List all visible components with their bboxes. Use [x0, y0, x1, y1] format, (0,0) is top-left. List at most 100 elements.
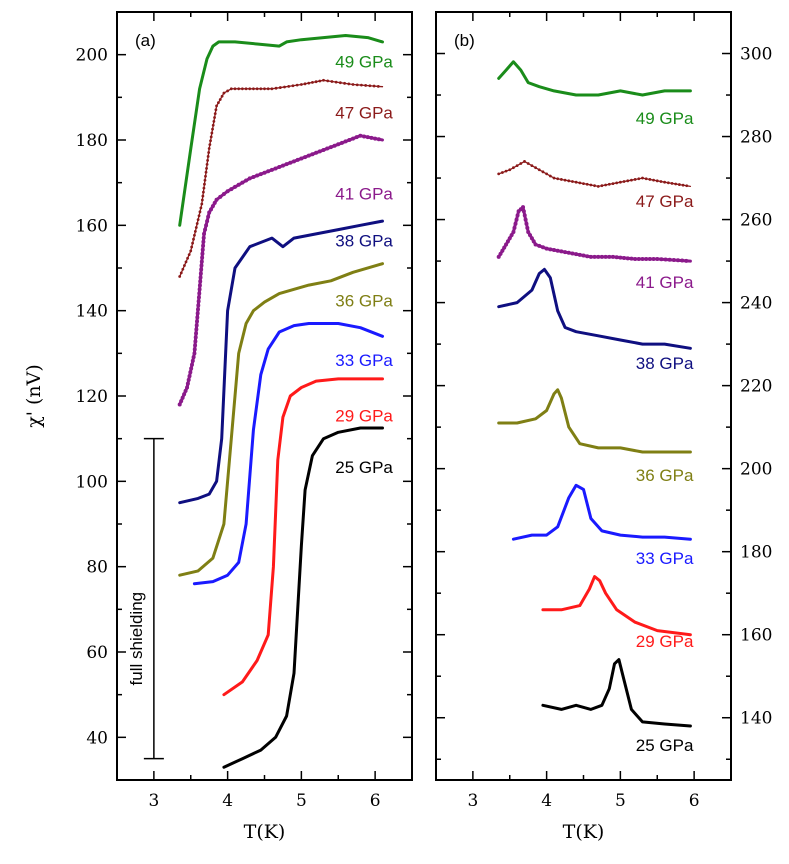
series-point [318, 79, 322, 83]
series-point [681, 183, 685, 187]
series-point [659, 257, 664, 262]
series-point [548, 174, 552, 178]
series-point [299, 83, 303, 86]
series-point [183, 388, 188, 393]
series-point [188, 370, 193, 375]
series-point [207, 151, 211, 154]
series-point [200, 255, 205, 260]
series-point [206, 155, 210, 158]
series-point [625, 256, 630, 261]
series-point [507, 236, 512, 241]
series-point [607, 182, 611, 186]
series-point [502, 245, 507, 250]
y-axis-label: χ' (nV) [23, 364, 45, 428]
series-point [574, 252, 579, 257]
series-point [210, 204, 215, 209]
series-point [373, 136, 378, 141]
series-point [222, 91, 226, 95]
series-point [196, 299, 201, 304]
series-point [189, 362, 194, 367]
series-point [508, 168, 512, 172]
series-point [365, 135, 370, 140]
series-point [206, 159, 210, 162]
series-point [269, 167, 274, 172]
series-point [195, 311, 200, 316]
series-point [322, 78, 325, 82]
series-point [218, 98, 222, 101]
series-point [273, 166, 278, 171]
series-point [559, 249, 564, 254]
series-point [497, 172, 501, 176]
series-point [193, 229, 197, 233]
series-point [189, 249, 193, 253]
series-point [280, 163, 285, 168]
series-point [544, 246, 549, 251]
series-point [214, 108, 218, 112]
series-point [321, 147, 326, 152]
series-point [248, 87, 252, 91]
series-point [622, 255, 627, 260]
series-point [641, 176, 644, 180]
series-point [376, 84, 380, 88]
series-point [187, 374, 192, 379]
series-point [618, 255, 623, 260]
y-tick-label: 120 [76, 387, 108, 407]
series-line-36-gpa [178, 262, 384, 577]
series-point [278, 86, 282, 89]
y-tick-label: 200 [76, 46, 108, 66]
series-point [652, 178, 655, 182]
series-line-49-gpa [497, 60, 692, 97]
series-point [314, 150, 319, 155]
y-tick-label: 60 [86, 643, 108, 663]
series-point [287, 84, 291, 88]
series-point [184, 260, 188, 264]
series-point [500, 248, 505, 253]
series-point [332, 143, 337, 148]
series-label: 25 GPa [636, 736, 694, 755]
series-label: 41 GPa [636, 273, 694, 292]
series-point [200, 202, 204, 206]
series-point [540, 245, 545, 250]
series-point [566, 250, 571, 255]
y-tick-label: 280 [740, 128, 772, 148]
series-point [209, 135, 213, 139]
series-point [314, 80, 318, 84]
series-point [266, 169, 271, 174]
series-point [252, 87, 255, 91]
series-point [204, 170, 208, 174]
series-point [339, 140, 344, 145]
series-line-33-gpa [192, 322, 384, 586]
series-point [671, 258, 676, 263]
series-point [640, 257, 645, 262]
series-point [530, 164, 534, 168]
series-point [585, 182, 589, 186]
series-point [368, 84, 372, 88]
series-point [177, 402, 182, 407]
series-point [203, 178, 207, 182]
series-point [244, 178, 249, 183]
series-point [533, 242, 538, 247]
series-point [593, 184, 596, 188]
series-point [192, 351, 197, 356]
series-point [666, 181, 670, 185]
series-point [328, 145, 333, 150]
series-point [311, 81, 314, 84]
series-point [192, 347, 197, 352]
series-point [200, 247, 205, 252]
x-tick-label: 4 [222, 791, 233, 811]
series-point [509, 233, 514, 238]
series-point [537, 243, 542, 248]
series-point [201, 235, 206, 240]
series-line-49-gpa [178, 34, 384, 227]
series-point [209, 139, 212, 143]
series-line-29-gpa [541, 575, 692, 637]
series-point [199, 206, 203, 210]
series-point [211, 123, 215, 127]
series-point [659, 180, 663, 183]
series-point [255, 173, 260, 178]
series-point [525, 225, 530, 230]
series-point [596, 254, 601, 259]
series-point [288, 160, 293, 165]
y-tick-label: 80 [86, 558, 108, 578]
